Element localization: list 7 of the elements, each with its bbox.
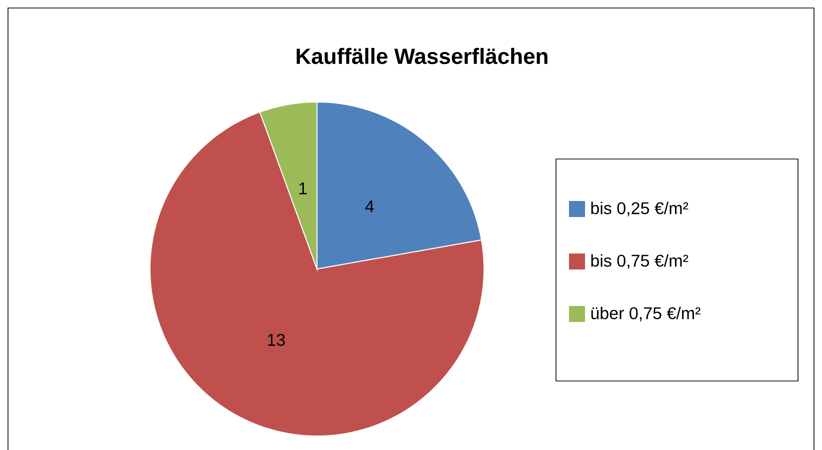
- legend-label: bis 0,75 €/m²: [591, 254, 688, 269]
- chart-title: Kauffälle Wasserflächen: [296, 48, 548, 64]
- data-label: 13: [268, 334, 285, 346]
- legend-label: über 0,75 €/m²: [591, 306, 700, 322]
- data-label: 1: [299, 182, 307, 194]
- legend-label: bis 0,25 €/m²: [591, 202, 688, 216]
- data-label: 4: [365, 200, 374, 212]
